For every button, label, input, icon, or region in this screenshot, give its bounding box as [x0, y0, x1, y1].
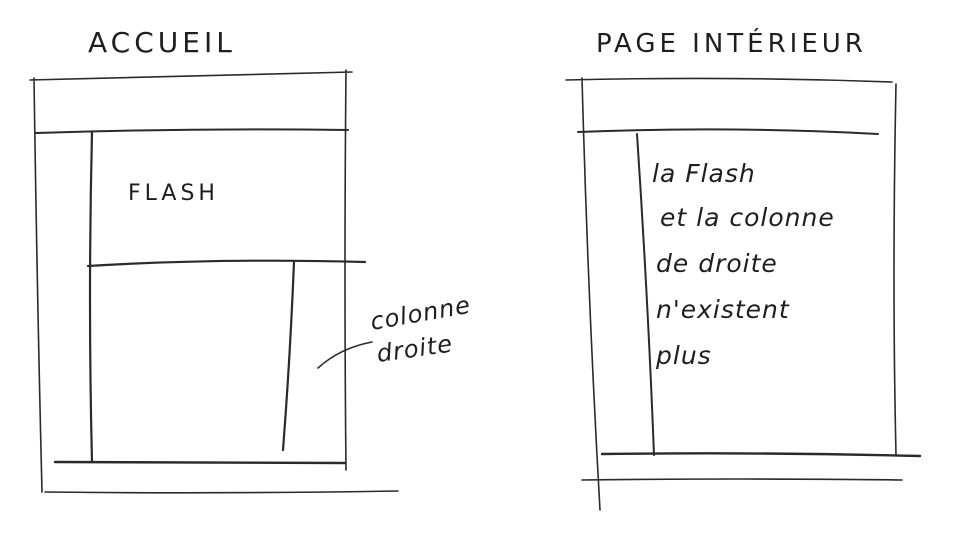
note-line-3: de droite — [656, 249, 778, 278]
annotation-line-1: colonne — [368, 291, 473, 336]
inner-page-note: la Flash et la colonne de droite n'exist… — [652, 159, 835, 370]
inner-page-footer-line — [600, 452, 922, 458]
inner-page-header-divider — [577, 128, 879, 135]
homepage-title: ACCUEIL — [88, 26, 236, 59]
homepage-header-divider — [35, 128, 349, 134]
homepage-left-column-line — [88, 130, 94, 464]
inner-page-title: PAGE INTÉRIEUR — [596, 27, 867, 59]
inner-page-content-line — [636, 133, 655, 456]
inner-page-wireframe: PAGE INTÉRIEUR la Flash et la colonne de… — [565, 27, 922, 511]
note-line-2: et la colonne — [660, 203, 835, 232]
right-column-annotation: colonne droite — [368, 291, 473, 368]
note-line-1: la Flash — [652, 159, 756, 188]
note-line-4: n'existent — [656, 295, 790, 324]
annotation-line-2: droite — [375, 330, 455, 368]
inner-page-outer-frame — [565, 77, 903, 511]
flash-label: FLASH — [128, 181, 219, 206]
homepage-wireframe: ACCUEIL FLASH colonne droite — [29, 26, 473, 494]
note-line-5: plus — [655, 341, 712, 370]
annotation-pointer-line — [317, 341, 373, 369]
homepage-flash-divider — [86, 259, 367, 268]
homepage-footer-line — [53, 460, 347, 465]
homepage-right-column-line — [281, 260, 296, 452]
homepage-outer-frame — [29, 69, 399, 494]
